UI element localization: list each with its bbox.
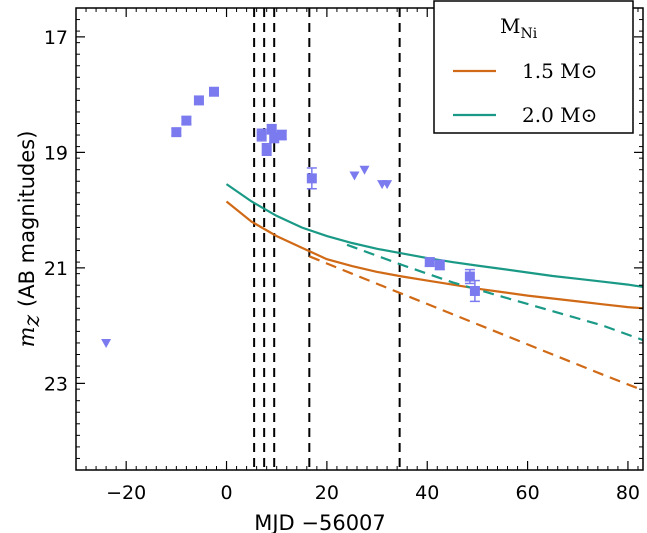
upper-limit-point [382, 180, 393, 190]
upper-limit-point [349, 171, 360, 181]
plot-area [101, 8, 643, 470]
x-axis-label: MJD −56007 [254, 511, 386, 533]
model-curve-dashed [346, 243, 643, 342]
data-point [208, 86, 219, 97]
y-axis-label-math-sub: z [20, 315, 45, 328]
legend-label-2: 2.0 M⊙ [522, 103, 597, 127]
data-point [306, 173, 317, 184]
y-tick-label: 23 [44, 373, 68, 395]
y-tick-label: 17 [44, 27, 68, 49]
legend: MNi 1.5 M⊙ 2.0 M⊙ [433, 0, 634, 134]
data-point [424, 257, 435, 268]
model-curve [225, 183, 643, 288]
data-point [434, 259, 445, 270]
data-point [256, 130, 267, 141]
data-point [266, 124, 277, 135]
legend-box [433, 0, 634, 134]
model-curve [225, 200, 643, 310]
x-tick-label: 20 [315, 482, 339, 504]
svg-text:mz(AB magnitudes): mz (AB magnitudes) [15, 131, 45, 348]
x-tick-label: 0 [220, 482, 232, 504]
data-point [193, 95, 204, 106]
legend-label-1: 1.5 M⊙ [522, 59, 597, 83]
y-axis-label-math: m [15, 327, 40, 348]
x-tick-label: 80 [616, 482, 640, 504]
x-tick-label: 60 [515, 482, 539, 504]
x-tick-label: −20 [106, 482, 146, 504]
upper-limit-point [359, 165, 370, 175]
model-curve-dashed [308, 255, 643, 392]
x-tick-label: 40 [415, 482, 439, 504]
y-axis-label-text: (AB magnitudes) [15, 131, 39, 307]
data-point [181, 115, 192, 126]
data-point [171, 127, 182, 138]
y-axis-label: mz (AB magnitudes) [15, 131, 45, 348]
data-point [276, 130, 287, 141]
data-point [464, 271, 475, 282]
data-point [269, 132, 280, 143]
legend-title: MNi [500, 14, 538, 42]
y-tick-label: 21 [44, 258, 68, 280]
y-tick-label: 19 [44, 142, 68, 164]
data-point [261, 144, 272, 155]
data-point [469, 285, 480, 296]
upper-limit-point [101, 338, 112, 348]
